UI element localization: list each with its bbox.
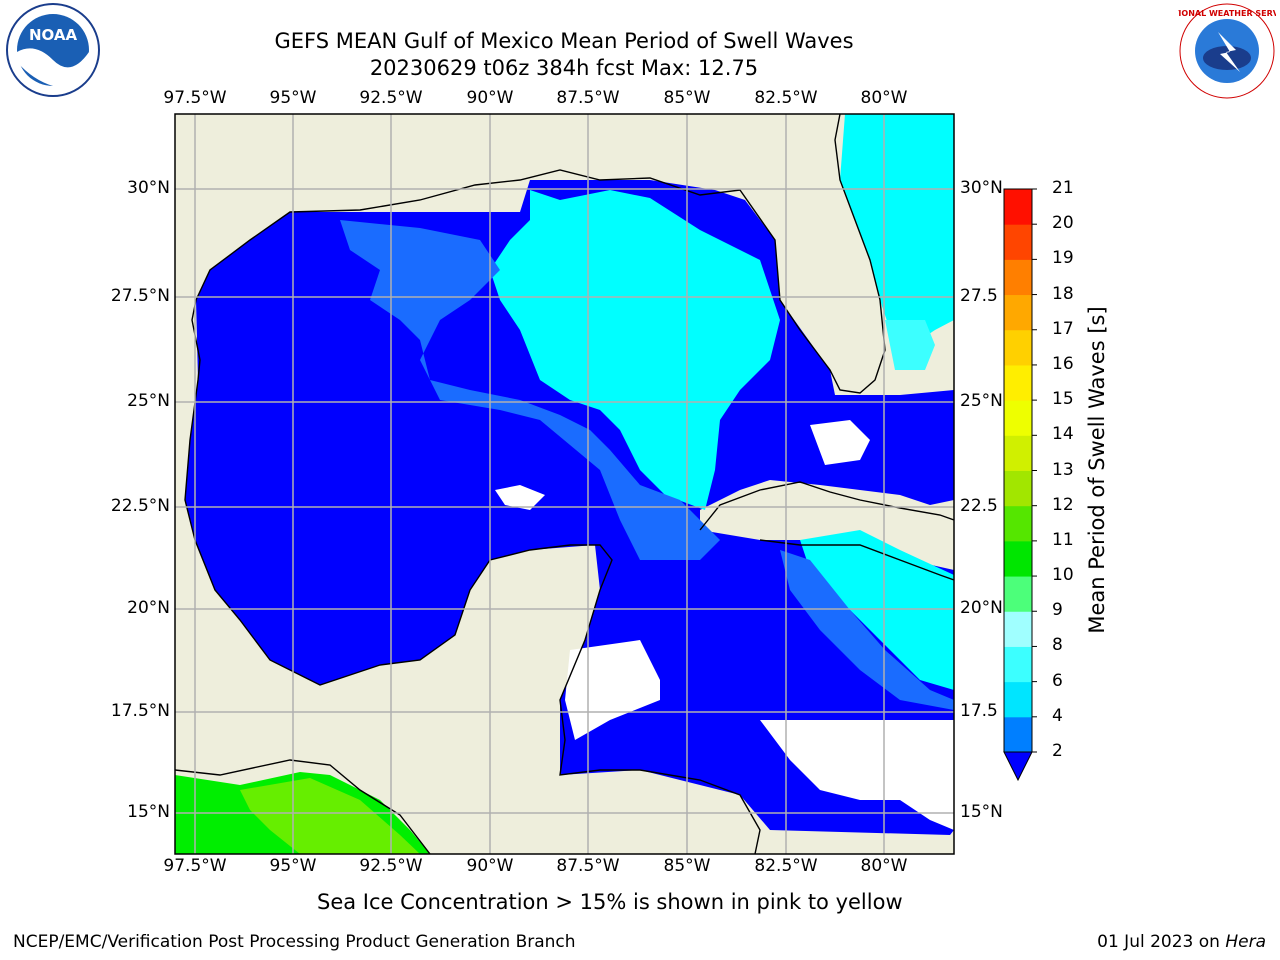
lat-label-right: 30°N <box>960 178 1003 198</box>
map-frame <box>174 113 955 855</box>
colorbar-tick-label: 2 <box>1052 741 1063 761</box>
lon-label-bottom: 82.5°W <box>754 856 818 876</box>
colorbar-segment <box>1004 540 1032 577</box>
colorbar-tick-label: 17 <box>1052 318 1074 339</box>
colorbar <box>1003 188 1037 782</box>
gulf-water-mid <box>340 220 720 560</box>
lon-label-bottom: 85°W <box>663 856 711 876</box>
lat-label-left: 17.5°N <box>110 701 170 721</box>
colorbar-segment <box>1004 224 1032 260</box>
footer-date: 01 Jul 2023 on Hera <box>1097 932 1266 952</box>
lat-label-right: 15°N <box>960 802 1003 822</box>
colorbar-segment <box>1004 505 1032 542</box>
caption-text: Sea Ice Concentration > 15% is shown in … <box>317 890 903 914</box>
colorbar-tick-label: 16 <box>1052 353 1074 374</box>
colorbar-segment <box>1004 364 1032 401</box>
colorbar-segment <box>1004 646 1032 683</box>
colorbar-tick-label: 19 <box>1052 248 1074 269</box>
colorbar-segment <box>1004 294 1032 331</box>
colorbar-segment <box>1004 329 1032 366</box>
lon-label-top: 90°W <box>466 88 514 108</box>
atlantic-water-cyan <box>840 114 954 340</box>
lat-label-right: 20°N <box>960 598 1003 618</box>
chart-subtitle: 20230629 t06z 384h fcst Max: 12.75 <box>369 56 759 80</box>
lat-label-right: 17.5 <box>960 701 998 721</box>
lat-label-right: 22.5 <box>960 496 998 516</box>
colorbar-segment <box>1004 470 1032 507</box>
colorbar-tick-label: 9 <box>1052 600 1063 621</box>
graticule <box>175 114 954 854</box>
colorbar-segment <box>1004 611 1032 647</box>
nws-logo-text: NATIONAL WEATHER SERVICE <box>1178 9 1276 18</box>
colorbar-tick-label: 21 <box>1052 178 1074 198</box>
noaa-logo-text: NOAA <box>29 26 78 44</box>
lon-label-bottom: 80°W <box>860 856 908 876</box>
footer-credit: NCEP/EMC/Verification Post Processing Pr… <box>13 932 576 952</box>
lon-label-bottom: 92.5°W <box>359 856 423 876</box>
colorbar-tick-label: 6 <box>1052 670 1063 691</box>
lon-label-top: 97.5°W <box>163 88 227 108</box>
lon-label-top: 92.5°W <box>359 88 423 108</box>
colorbar-segment <box>1004 576 1032 612</box>
lon-label-top: 80°W <box>860 88 908 108</box>
lon-label-top: 82.5°W <box>754 88 818 108</box>
lat-label-left: 15°N <box>127 802 170 822</box>
nodata-patch-carib <box>760 720 954 830</box>
pacific-water-lime <box>240 778 420 854</box>
lat-label-left: 27.5°N <box>110 286 170 306</box>
colorbar-segment <box>1004 400 1032 436</box>
lon-label-bottom: 90°W <box>466 856 514 876</box>
noaa-logo: NOAA <box>6 3 100 97</box>
lat-label-left: 20°N <box>127 598 170 618</box>
colorbar-tick-label: 15 <box>1052 389 1074 410</box>
colorbar-tick-label: 11 <box>1052 529 1074 550</box>
lat-label-left: 25°N <box>127 391 170 411</box>
lon-label-top: 95°W <box>269 88 317 108</box>
coastline-pacific <box>175 759 431 854</box>
nodata-patch-gulf <box>495 485 545 510</box>
colorbar-extend-triangle <box>1003 751 1033 782</box>
footer-machine: Hera <box>1225 932 1266 952</box>
lon-label-bottom: 97.5°W <box>163 856 227 876</box>
colorbar-tick-label: 13 <box>1052 459 1074 480</box>
caribbean-water-cyan <box>800 530 954 690</box>
lon-label-top: 85°W <box>663 88 711 108</box>
colorbar-segment <box>1004 681 1032 718</box>
colorbar-tick-label: 12 <box>1052 494 1074 515</box>
atlantic-water-light <box>885 320 935 370</box>
colorbar-tick-label: 8 <box>1052 635 1063 656</box>
colorbar-segment <box>1004 435 1032 471</box>
colorbar-tick-label: 18 <box>1052 283 1074 304</box>
coastline-cuba <box>699 481 954 581</box>
colorbar-segment <box>1004 189 1032 225</box>
footer-date-text: 01 Jul 2023 on <box>1097 932 1226 952</box>
nws-logo: NATIONAL WEATHER SERVICE <box>1178 3 1276 99</box>
colorbar-label: Mean Period of Swell Waves [s] <box>1085 306 1109 634</box>
lon-label-bottom: 87.5°W <box>556 856 620 876</box>
colorbar-tick-label: 10 <box>1052 565 1074 586</box>
lat-label-right: 25°N <box>960 391 1003 411</box>
colorbar-tick-label: 14 <box>1052 424 1074 445</box>
lat-label-right: 27.5 <box>960 286 998 306</box>
lon-label-top: 87.5°W <box>556 88 620 108</box>
coastline-gulf <box>195 114 886 394</box>
chart-title: GEFS MEAN Gulf of Mexico Mean Period of … <box>274 29 854 53</box>
colorbar-segment <box>1004 259 1032 296</box>
caribbean-water-mid <box>780 550 954 710</box>
colorbar-tick-label: 4 <box>1052 705 1063 726</box>
nodata-patch-bahamas <box>810 420 870 465</box>
gulf-water-cyan <box>490 190 780 510</box>
colorbar-segment <box>1004 716 1032 753</box>
lat-label-left: 22.5°N <box>110 496 170 516</box>
lat-label-left: 30°N <box>127 178 170 198</box>
lon-label-bottom: 95°W <box>269 856 317 876</box>
colorbar-tick-label: 20 <box>1052 213 1074 234</box>
